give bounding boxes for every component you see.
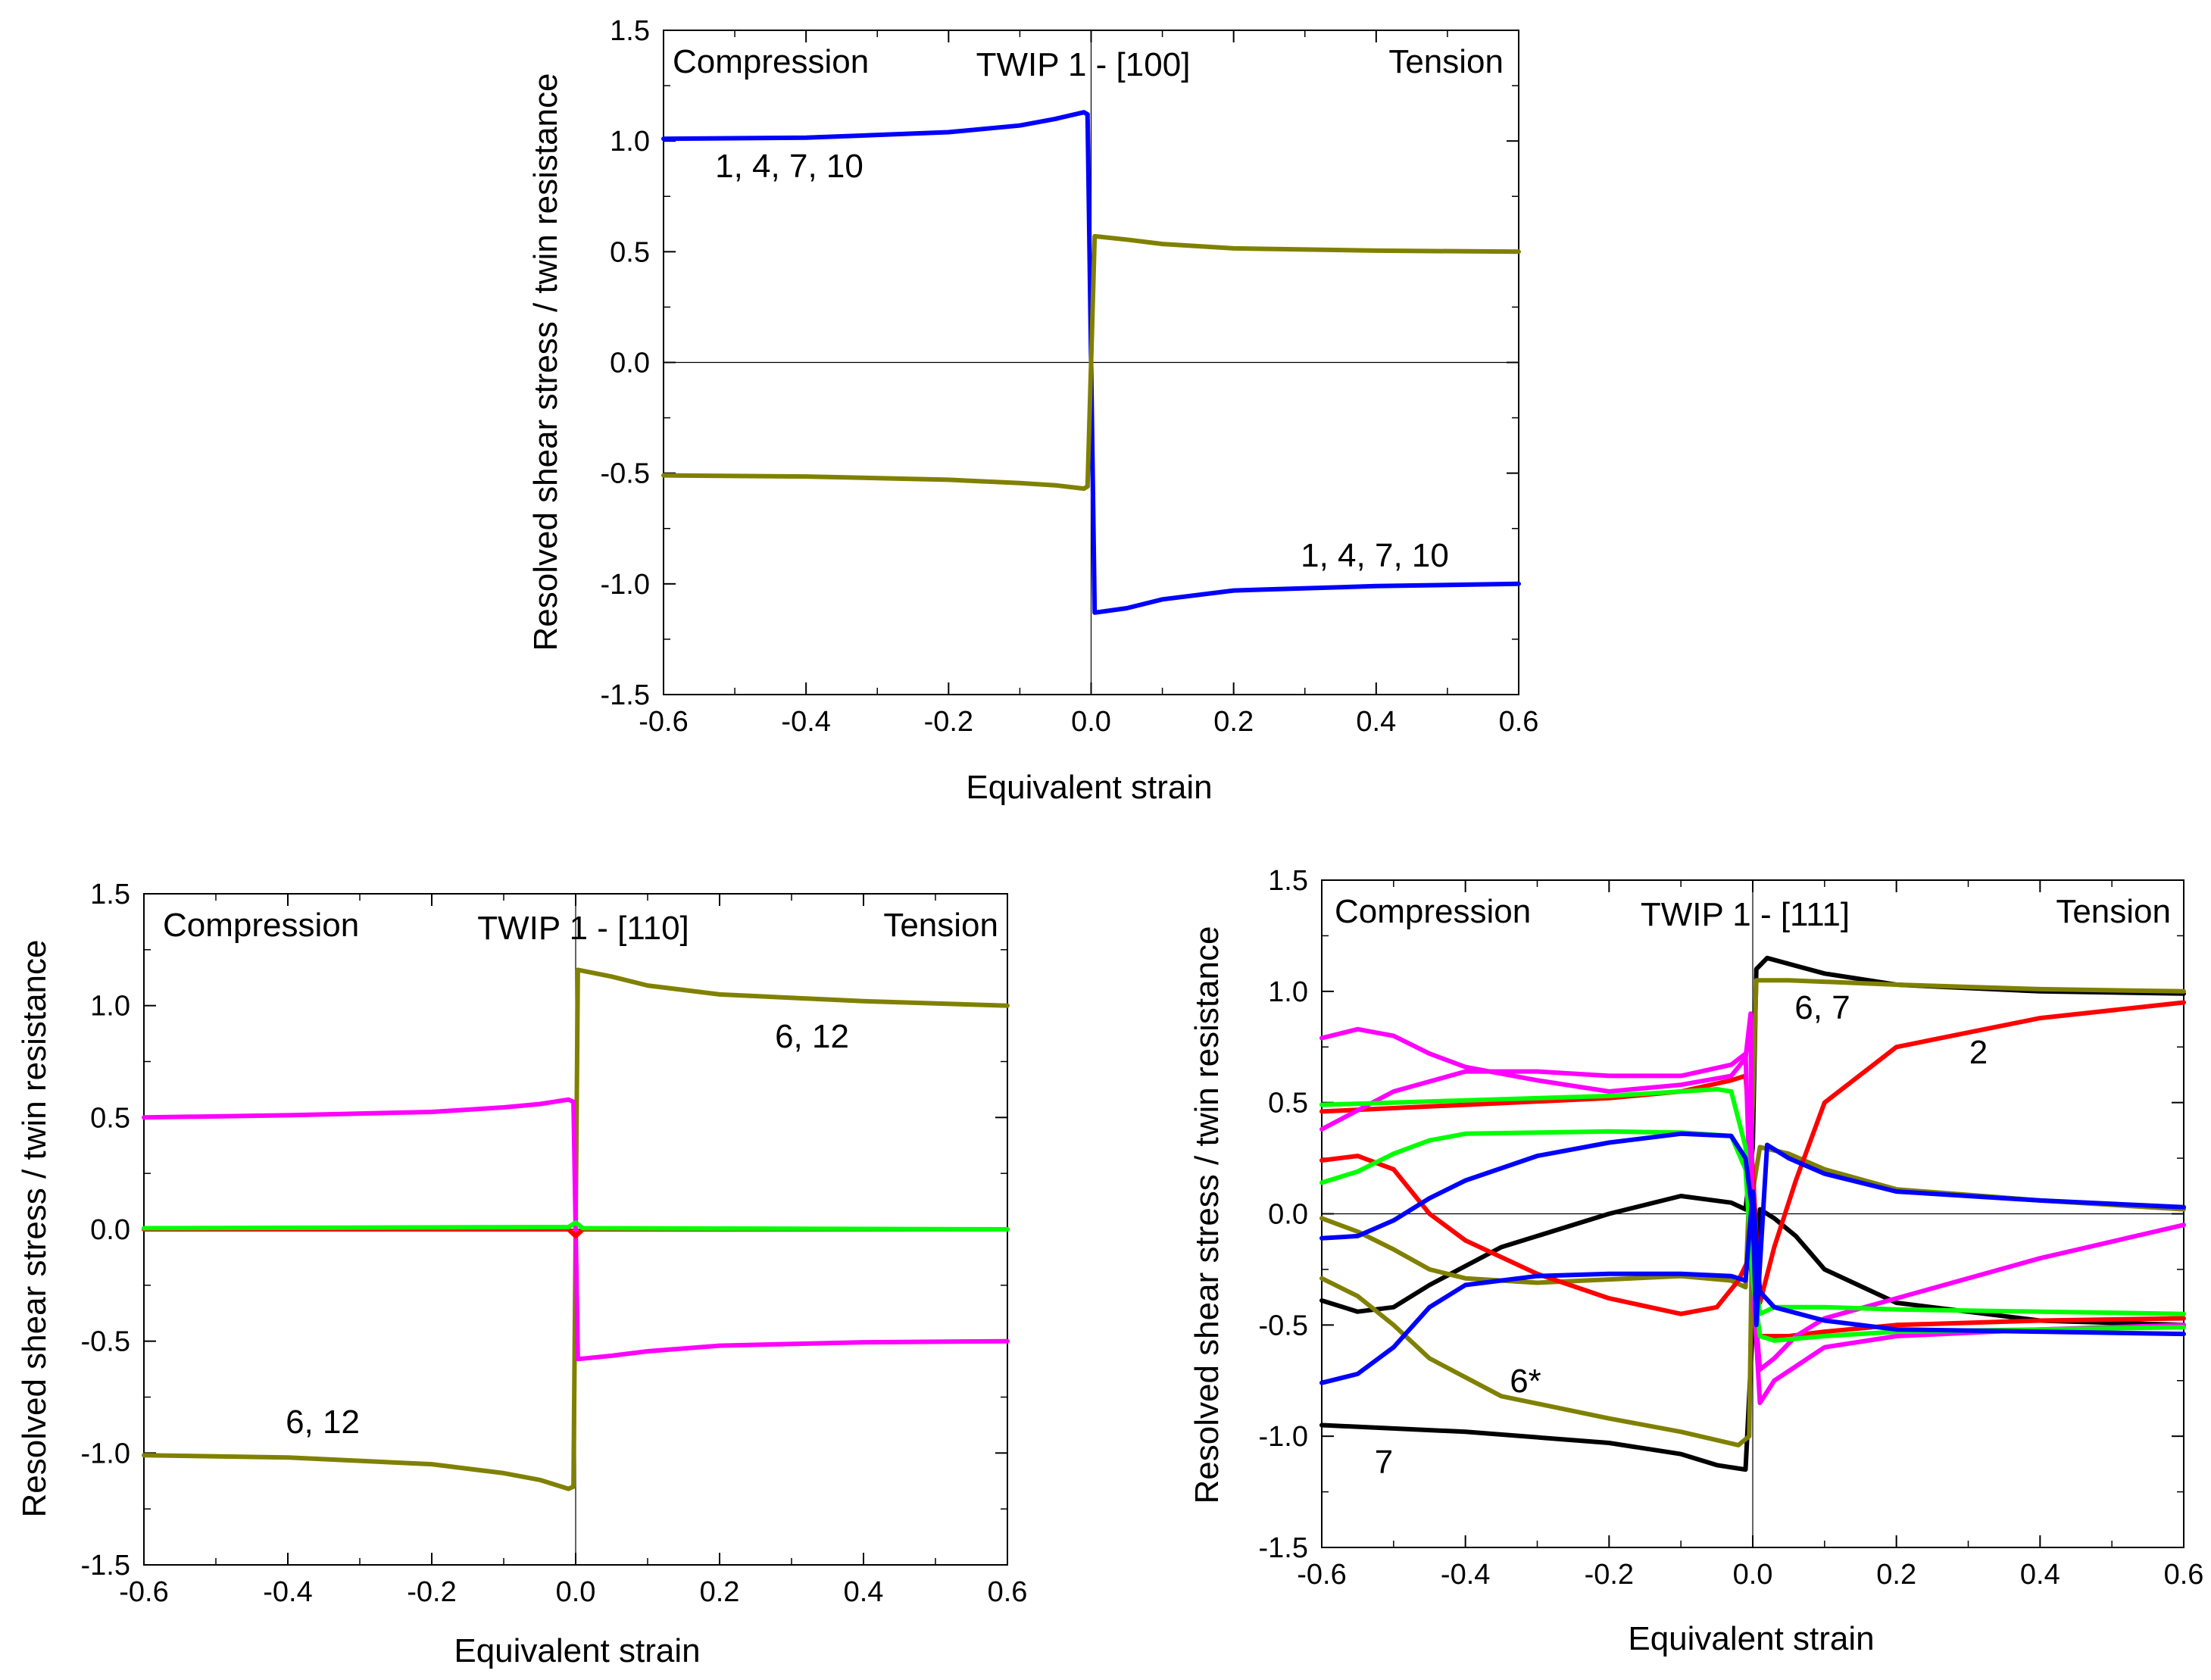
chart-title: TWIP 1 - [111] bbox=[1641, 896, 1850, 933]
y-tick-label: -1.5 bbox=[601, 679, 650, 711]
series-line-magenta-lower bbox=[1319, 1051, 2186, 1406]
series-annotation: 6, 7 bbox=[1794, 989, 1850, 1026]
y-tick-label: 1.5 bbox=[1268, 865, 1308, 897]
series-line-olive-compression bbox=[661, 473, 1090, 492]
series-annotation: 1, 4, 7, 10 bbox=[1301, 537, 1449, 574]
chart-title: TWIP 1 - [100] bbox=[976, 46, 1191, 83]
chart-title: TWIP 1 - [110] bbox=[477, 910, 689, 947]
y-tick-label: -1.0 bbox=[601, 569, 650, 601]
series-line-olive-lower bbox=[1319, 1144, 2186, 1447]
x-tick-label: 0.0 bbox=[1733, 1559, 1773, 1591]
y-tick-label: -1.0 bbox=[1259, 1421, 1308, 1453]
y-tick-label: 0.5 bbox=[1268, 1088, 1308, 1119]
series-line-green-zero bbox=[142, 1220, 1010, 1232]
x-tick-label: 0.4 bbox=[2020, 1559, 2060, 1591]
y-axis-title: Resolved shear stress / twin resistance bbox=[527, 73, 564, 651]
x-tick-label: 0.0 bbox=[556, 1576, 596, 1608]
x-tick-label: 0.2 bbox=[700, 1576, 740, 1608]
x-axis-title: Equivalent strain bbox=[1628, 1620, 1874, 1657]
tension-label: Tension bbox=[2056, 893, 2171, 930]
x-tick-label: 0.0 bbox=[1071, 706, 1111, 738]
series-annotation: 2 bbox=[1969, 1034, 1988, 1071]
series-line-olive-tension bbox=[1085, 233, 1521, 489]
series-annotation: 7 bbox=[1375, 1444, 1393, 1481]
y-tick-label: 0.5 bbox=[610, 236, 650, 268]
x-tick-label: 0.6 bbox=[1499, 706, 1539, 738]
series-line-black-upper bbox=[1319, 955, 2186, 1314]
x-tick-label: -0.4 bbox=[781, 706, 830, 738]
y-tick-label: 0.0 bbox=[610, 348, 650, 379]
y-tick-label: -0.5 bbox=[601, 458, 650, 490]
x-tick-label: 0.2 bbox=[1213, 706, 1254, 738]
x-tick-label: 0.2 bbox=[1876, 1559, 1916, 1591]
chart-twip-111: Compression TWIP 1 - [111] Tension 6, 7 … bbox=[1188, 865, 2203, 1657]
series-line-red-lower bbox=[1319, 1154, 2186, 1338]
x-tick-label: 0.6 bbox=[2164, 1559, 2204, 1591]
series-annotation: 1, 4, 7, 10 bbox=[715, 148, 863, 185]
y-axis-title: Resolved shear stress / twin resistance bbox=[1188, 926, 1226, 1504]
compression-label: Compression bbox=[1335, 893, 1531, 930]
x-tick-label: -0.2 bbox=[407, 1576, 456, 1608]
tension-label: Tension bbox=[883, 907, 998, 944]
x-tick-label: -0.2 bbox=[1585, 1559, 1634, 1591]
y-tick-label: -0.5 bbox=[1259, 1310, 1308, 1341]
tension-label: Tension bbox=[1388, 43, 1504, 80]
y-axis-title: Resolved shear stress / twin resistance bbox=[16, 940, 53, 1518]
y-tick-label: 0.0 bbox=[1268, 1199, 1308, 1231]
series-line-blue-compression bbox=[661, 110, 1090, 142]
series-line-blue-upper bbox=[1319, 1131, 2186, 1328]
compression-label: Compression bbox=[673, 43, 869, 80]
x-tick-label: -0.4 bbox=[1441, 1559, 1490, 1591]
x-tick-label: 0.4 bbox=[1356, 706, 1396, 738]
y-tick-label: -1.0 bbox=[81, 1438, 130, 1469]
y-tick-label: 1.5 bbox=[90, 879, 130, 910]
chart-twip-100: Compression TWIP 1 - [100] Tension 1, 4,… bbox=[527, 15, 1538, 806]
series-annotation: 6, 12 bbox=[775, 1018, 849, 1055]
y-tick-label: 1.0 bbox=[90, 991, 130, 1023]
chart-twip-110: Compression TWIP 1 - [110] Tension 6, 12… bbox=[16, 879, 1027, 1669]
y-tick-label: -0.5 bbox=[81, 1326, 130, 1358]
x-tick-label: 0.4 bbox=[844, 1576, 884, 1608]
x-tick-label: -0.2 bbox=[924, 706, 973, 738]
x-tick-label: -0.4 bbox=[263, 1576, 312, 1608]
y-tick-label: 1.5 bbox=[610, 15, 650, 47]
y-tick-label: 1.0 bbox=[1268, 976, 1308, 1008]
series-line-magenta-tension bbox=[571, 1099, 1010, 1362]
series-line-olive-upper bbox=[1319, 978, 2186, 1290]
series-annotation: 6, 12 bbox=[286, 1404, 360, 1441]
y-tick-label: 0.5 bbox=[90, 1102, 130, 1134]
x-tick-label: 0.6 bbox=[988, 1576, 1028, 1608]
x-axis-title: Equivalent strain bbox=[966, 769, 1212, 806]
x-tick-label: -0.6 bbox=[639, 706, 688, 738]
y-tick-label: -1.5 bbox=[81, 1550, 130, 1582]
y-tick-label: -1.5 bbox=[1259, 1532, 1308, 1564]
series-line-olive-compression bbox=[142, 1453, 576, 1491]
series-annotation: 6* bbox=[1510, 1363, 1541, 1400]
x-tick-label: -0.6 bbox=[1297, 1559, 1346, 1591]
series-line-magenta-compression bbox=[142, 1097, 576, 1120]
series-line-blue-lower bbox=[1319, 1189, 2186, 1385]
compression-label: Compression bbox=[163, 907, 359, 944]
y-tick-label: 1.0 bbox=[610, 126, 650, 158]
x-axis-title: Equivalent strain bbox=[454, 1632, 700, 1669]
x-tick-label: -0.6 bbox=[119, 1576, 168, 1608]
y-tick-label: 0.0 bbox=[90, 1214, 130, 1246]
